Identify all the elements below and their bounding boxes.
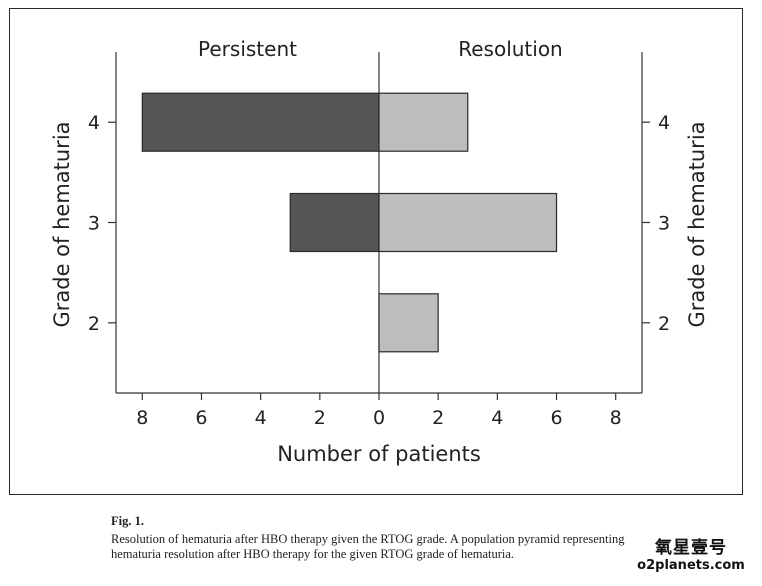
population-pyramid-chart: 8 6 4 2 0 2 4 6 8 4 4 3 3 2 2 Persistent Resolution Numbe… (50, 37, 709, 466)
figure-caption: Fig. 1. Resolution of hematuria after HB… (111, 514, 641, 562)
y-tick-label-left: 3 (88, 213, 100, 235)
y-tick-label-right: 3 (658, 213, 670, 235)
x-tick-label: 2 (314, 407, 326, 429)
x-tick-label: 6 (195, 407, 207, 429)
y-axis-label-left: Grade of hematuria (50, 121, 74, 327)
caption-title: Fig. 1. (111, 514, 144, 528)
bar-resolution-grade-3 (378, 192, 558, 253)
x-tick-label: 6 (550, 407, 562, 429)
x-axis-label: Number of patients (277, 442, 481, 466)
bar-persistent-grade-3 (289, 192, 380, 253)
y-axis-label-right: Grade of hematuria (685, 121, 709, 327)
y-tick-label-right: 2 (658, 313, 670, 335)
panel-title-resolution: Resolution (458, 37, 563, 61)
bar-persistent-grade-4 (141, 92, 380, 152)
watermark: 氧星壹号 o2planets.com (632, 538, 750, 574)
x-tick-label: 8 (136, 407, 148, 429)
y-tick-label-left: 4 (88, 112, 100, 134)
x-tick-label: 4 (255, 407, 267, 429)
watermark-url: o2planets.com (637, 558, 745, 573)
y-tick-label-right: 4 (658, 112, 670, 134)
x-tick-label: 0 (373, 407, 385, 429)
panel-title-persistent: Persistent (198, 37, 297, 61)
bar-resolution-grade-4 (378, 92, 469, 152)
bar-resolution-grade-2 (378, 293, 439, 353)
caption-text: Resolution of hematuria after HBO therap… (111, 532, 625, 561)
x-tick-label: 4 (491, 407, 503, 429)
y-tick-label-left: 2 (88, 313, 100, 335)
x-tick-label: 2 (432, 407, 444, 429)
watermark-name: 氧星壹号 (655, 538, 727, 558)
x-tick-label: 8 (610, 407, 622, 429)
